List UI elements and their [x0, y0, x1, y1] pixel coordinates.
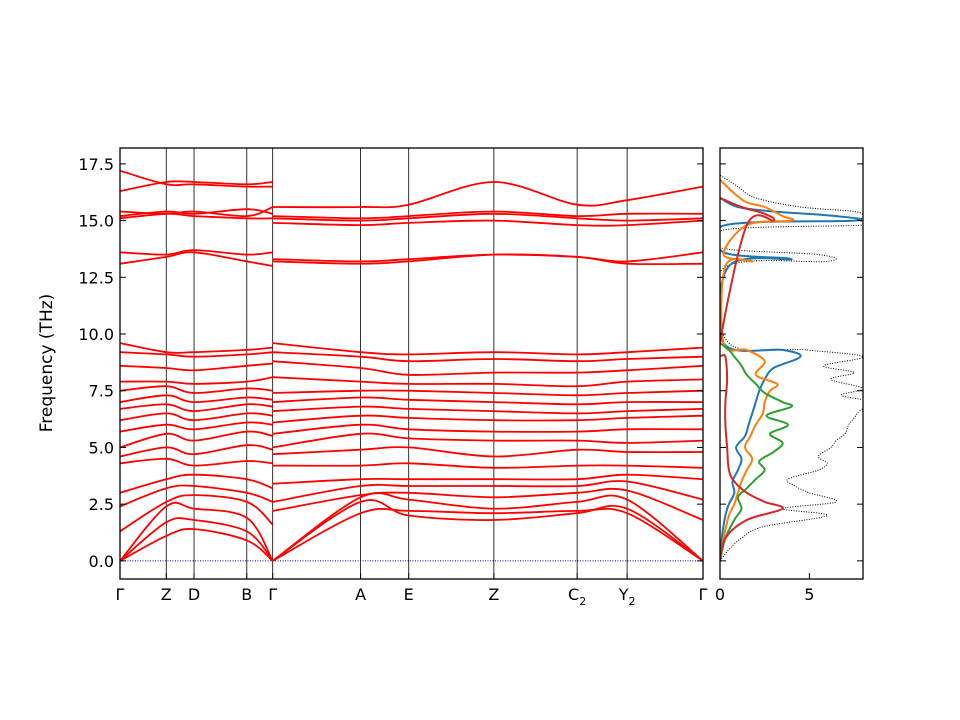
band-line-25	[272, 507, 703, 562]
band-line-38	[272, 389, 703, 397]
band-line-19	[120, 249, 273, 256]
dos-curves	[720, 174, 863, 562]
band-line-30	[272, 473, 703, 485]
band-line-15	[120, 362, 273, 372]
band-line-16	[120, 351, 273, 358]
band-line-31	[272, 462, 703, 469]
band-line-44	[272, 251, 703, 263]
band-line-34	[272, 423, 703, 435]
y-axis-title: Frequency (THz)	[37, 294, 57, 433]
x-tick-label: Y2	[618, 585, 636, 608]
dos-curve-3	[720, 342, 794, 562]
band-line-11	[120, 403, 273, 413]
x-tick-label: Γ	[116, 585, 125, 604]
x-tick-label: A	[355, 585, 366, 604]
band-line-42	[272, 342, 703, 356]
band-line-4	[120, 484, 274, 508]
band-line-33	[272, 432, 703, 449]
y-tick-label: 15.0	[78, 212, 114, 231]
band-line-9	[120, 421, 273, 433]
dos-curve-2	[720, 179, 795, 562]
band-line-40	[272, 360, 703, 376]
band-line-6	[120, 457, 273, 467]
dos-curve-0	[720, 174, 863, 562]
x-tick-label: Γ	[699, 585, 708, 604]
y-tick-label: 12.5	[78, 268, 114, 287]
x-tick-label: Z	[161, 585, 172, 604]
y-tick-label: 0.0	[89, 552, 114, 571]
band-line-32	[272, 446, 703, 458]
band-line-41	[272, 351, 703, 363]
band-line-28	[272, 487, 703, 521]
x-tick-label: D	[188, 585, 200, 604]
y-tick-label: 10.0	[78, 325, 114, 344]
band-line-20	[120, 212, 273, 220]
dos-curve-1	[720, 197, 862, 561]
band-line-23	[120, 180, 273, 192]
band-structure-plot: 0.02.55.07.510.012.515.017.5 Γ Z D B Γ A E Z C2 Y…	[37, 147, 708, 608]
dos-plot-frame	[719, 147, 864, 580]
phonon-bands	[120, 169, 703, 562]
band-line-29	[272, 480, 703, 503]
band-line-12	[120, 394, 273, 404]
band-line-5	[120, 473, 274, 494]
y-tick-label: 7.5	[89, 382, 114, 401]
dos-x-tick-label: 5	[804, 585, 814, 604]
band-line-37	[272, 396, 703, 406]
band-line-2	[120, 501, 274, 562]
x-tick-label: Z	[488, 585, 499, 604]
x-tick-label: Γ	[268, 585, 277, 604]
band-line-27	[272, 492, 703, 562]
band-line-18	[120, 251, 273, 267]
band-line-43	[272, 253, 703, 266]
band-line-7	[120, 444, 273, 458]
x-tick-label: B	[241, 585, 252, 604]
band-line-10	[120, 412, 273, 422]
y-tick-label: 5.0	[89, 438, 114, 457]
band-line-0	[120, 528, 274, 562]
band-line-36	[272, 405, 703, 415]
band-line-48	[272, 181, 703, 209]
band-line-24	[120, 169, 273, 188]
band-line-39	[272, 376, 703, 388]
band-line-47	[272, 210, 703, 220]
dos-x-tick-label: 0	[715, 585, 725, 604]
x-tick-label: C2	[568, 585, 586, 608]
band-line-46	[272, 212, 703, 222]
y-tick-label: 17.5	[78, 155, 114, 174]
band-line-8	[120, 430, 273, 449]
band-line-45	[272, 219, 703, 227]
x-tick-label: E	[404, 585, 414, 604]
band-line-17	[120, 342, 273, 354]
band-line-3	[120, 494, 274, 533]
y-tick-label: 2.5	[89, 495, 114, 514]
dos-curve-4	[720, 196, 784, 562]
y-axis-ticks: 0.0 2.5 5.0 7.5 10.0 12.5 15.0 17.5	[78, 155, 703, 571]
band-line-1	[120, 517, 274, 562]
band-line-26	[272, 499, 703, 562]
band-line-13	[120, 385, 273, 394]
band-plot-frame	[119, 147, 704, 580]
band-line-22	[120, 206, 274, 218]
band-line-14	[120, 376, 273, 385]
x-axis-ticks: Γ Z D B Γ A E Z C2 Y2 Γ	[116, 573, 708, 608]
band-line-35	[272, 414, 703, 424]
